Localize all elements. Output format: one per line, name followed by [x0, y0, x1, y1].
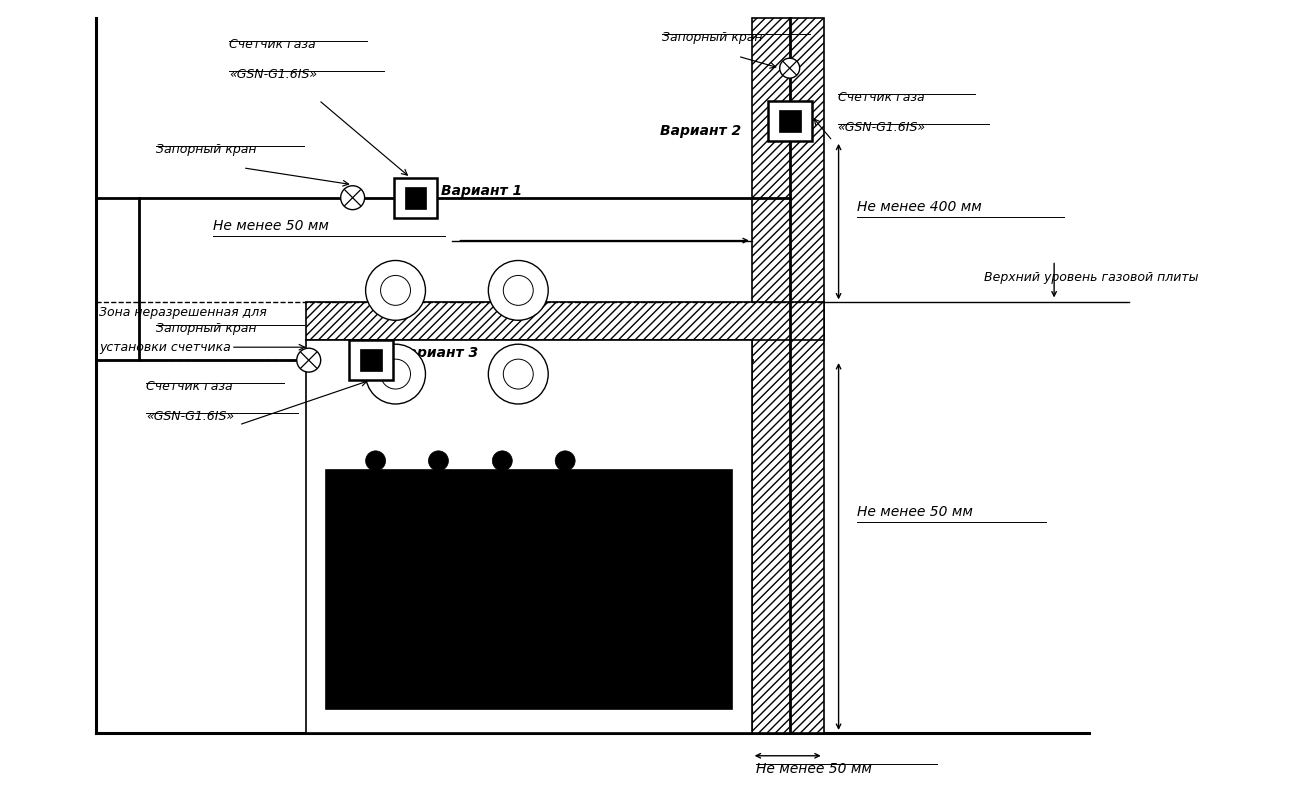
- Circle shape: [429, 451, 448, 471]
- Text: Не менее 400 мм: Не менее 400 мм: [857, 200, 982, 213]
- Circle shape: [381, 359, 411, 389]
- Text: Вариант 2: Вариант 2: [660, 124, 742, 138]
- Circle shape: [297, 348, 320, 372]
- Text: Верхний уровень газовой плиты: Верхний уровень газовой плиты: [985, 271, 1199, 285]
- Text: «GSN-G1.6IS»: «GSN-G1.6IS»: [229, 68, 317, 81]
- Circle shape: [504, 275, 534, 306]
- Bar: [326, 470, 731, 709]
- Circle shape: [366, 344, 425, 404]
- Bar: [752, 18, 823, 733]
- Text: Запорный кран: Запорный кран: [662, 31, 762, 44]
- Circle shape: [488, 344, 548, 404]
- Bar: [359, 349, 381, 371]
- Bar: [404, 187, 426, 209]
- Text: Не менее 50 мм: Не менее 50 мм: [857, 504, 973, 519]
- Circle shape: [556, 451, 575, 471]
- Text: «GSN-G1.6IS»: «GSN-G1.6IS»: [146, 410, 234, 423]
- Bar: [394, 178, 438, 217]
- Text: Запорный кран: Запорный кран: [156, 143, 257, 156]
- Circle shape: [366, 451, 385, 471]
- Text: Счетчик газа: Счетчик газа: [837, 91, 924, 104]
- Bar: [779, 110, 801, 132]
- Bar: [767, 101, 811, 141]
- Text: Вариант 3: Вариант 3: [397, 346, 478, 360]
- Circle shape: [504, 359, 534, 389]
- Text: Не менее 50 мм: Не менее 50 мм: [756, 762, 872, 776]
- Bar: [306, 340, 752, 733]
- Text: установки счетчика: установки счетчика: [99, 341, 231, 354]
- Text: Счетчик газа: Счетчик газа: [146, 380, 233, 393]
- Bar: [349, 340, 393, 380]
- Bar: [306, 302, 823, 340]
- Text: Вариант 1: Вариант 1: [442, 184, 522, 198]
- Text: «GSN-G1.6IS»: «GSN-G1.6IS»: [837, 121, 925, 134]
- Circle shape: [492, 451, 513, 471]
- Circle shape: [381, 275, 411, 306]
- Circle shape: [341, 186, 364, 209]
- Text: Зона неразрешенная для: Зона неразрешенная для: [99, 306, 267, 319]
- Text: Не менее 50 мм: Не менее 50 мм: [213, 219, 328, 233]
- Text: Счетчик газа: Счетчик газа: [229, 38, 315, 51]
- Circle shape: [488, 261, 548, 320]
- Text: Запорный кран: Запорный кран: [156, 322, 257, 335]
- Circle shape: [366, 261, 425, 320]
- Circle shape: [779, 59, 800, 78]
